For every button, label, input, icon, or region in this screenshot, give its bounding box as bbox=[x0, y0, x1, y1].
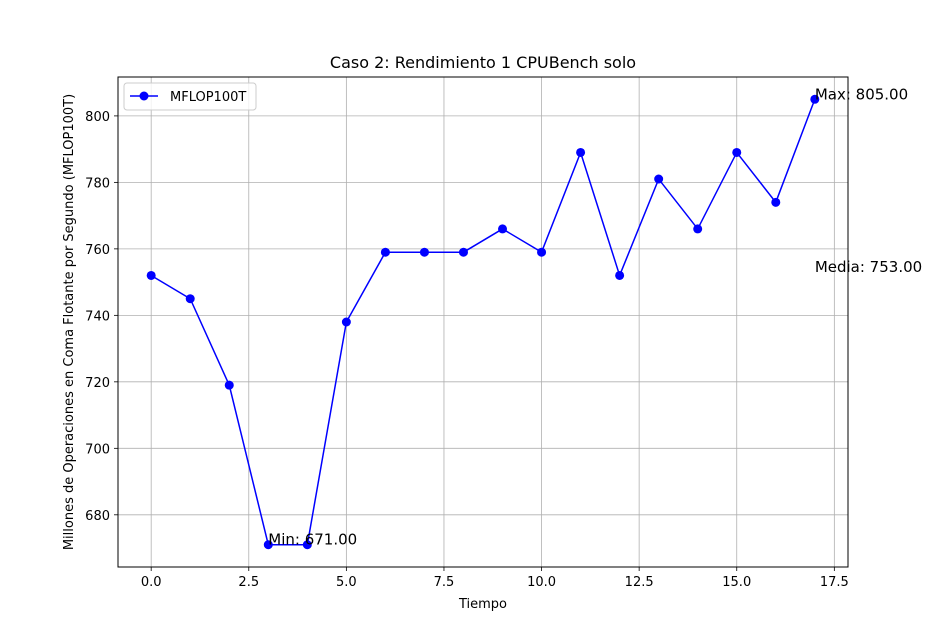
x-tick-label: 12.5 bbox=[625, 575, 654, 590]
data-point bbox=[458, 247, 468, 257]
data-point bbox=[693, 224, 703, 234]
data-point bbox=[732, 147, 742, 157]
series-line bbox=[150, 99, 816, 546]
data-point bbox=[771, 197, 781, 207]
data-point bbox=[498, 224, 508, 234]
x-tick-label: 15.0 bbox=[722, 575, 751, 590]
data-point bbox=[810, 94, 820, 104]
data-point bbox=[615, 270, 625, 280]
data-point bbox=[263, 540, 273, 550]
x-tick-label: 10.0 bbox=[527, 575, 556, 590]
y-tick-label: 720 bbox=[85, 376, 110, 391]
series bbox=[146, 94, 820, 550]
y-tick-label: 800 bbox=[85, 110, 110, 125]
y-tick-label: 740 bbox=[85, 309, 110, 324]
y-axis-label: Millones de Operaciones en Coma Flotante… bbox=[62, 94, 77, 550]
legend-box bbox=[123, 82, 257, 111]
chart-title: Caso 2: Rendimiento 1 CPUBench solo bbox=[330, 53, 636, 72]
ticks: 0.0 2.5 5.0 7.5 10.0 12.5 15.0 17.5 680 700 720 740… bbox=[85, 110, 849, 590]
y-tick-label: 700 bbox=[85, 442, 110, 457]
data-point bbox=[302, 540, 312, 550]
annotation: Max: 805.00 bbox=[815, 85, 908, 103]
plot-frame bbox=[117, 76, 849, 568]
data-point bbox=[380, 247, 390, 257]
data-point bbox=[341, 317, 351, 327]
x-tick-label: 7.5 bbox=[434, 575, 455, 590]
x-tick-label: 0.0 bbox=[141, 575, 162, 590]
data-point bbox=[146, 270, 156, 280]
x-axis-label: Tiempo bbox=[458, 597, 507, 612]
data-point bbox=[654, 174, 664, 184]
legend: MFLOP100T bbox=[123, 82, 257, 111]
data-point bbox=[224, 380, 234, 390]
data-point bbox=[537, 247, 547, 257]
y-tick-label: 680 bbox=[85, 509, 110, 524]
annotations: Max: 805.00 Min: 671.00 Media: 753.00 bbox=[268, 85, 922, 548]
y-tick-label: 780 bbox=[85, 176, 110, 191]
grid bbox=[118, 77, 848, 567]
legend-marker-swatch bbox=[139, 91, 149, 101]
data-point bbox=[185, 294, 195, 304]
data-point bbox=[419, 247, 429, 257]
annotation: Media: 753.00 bbox=[815, 258, 922, 276]
annotation: Min: 671.00 bbox=[268, 531, 357, 549]
x-tick-label: 2.5 bbox=[238, 575, 259, 590]
x-tick-label: 5.0 bbox=[336, 575, 357, 590]
data-point bbox=[576, 147, 586, 157]
legend-label: MFLOP100T bbox=[170, 90, 246, 105]
y-tick-label: 760 bbox=[85, 243, 110, 258]
x-tick-label: 17.5 bbox=[820, 575, 849, 590]
